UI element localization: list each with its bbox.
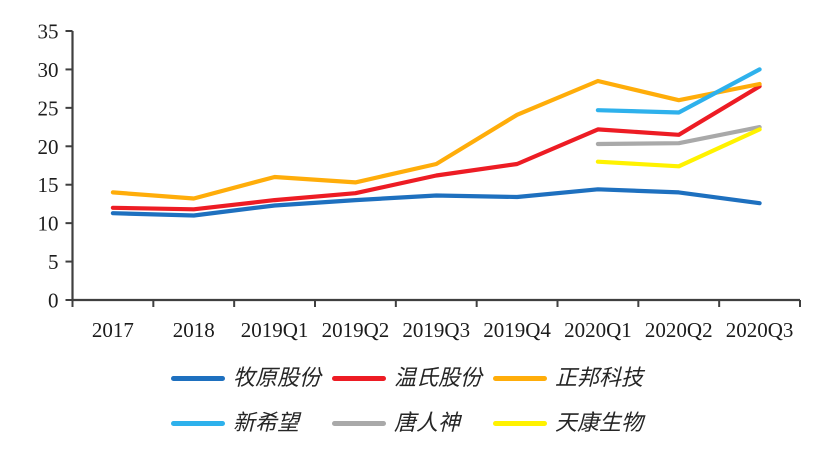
y-tick-label: 10	[38, 212, 59, 236]
x-tick-label: 2020Q2	[645, 318, 713, 342]
legend-label: 温氏股份	[394, 365, 483, 390]
legend-line-swatch	[493, 375, 547, 381]
legend-row-1: 牧原股份 温氏股份 正邦科技	[0, 364, 825, 392]
x-tick-label: 2019Q2	[322, 318, 390, 342]
legend-label: 新希望	[233, 410, 300, 435]
legend-item: 温氏股份	[332, 364, 493, 392]
series-line	[595, 125, 762, 147]
series-line	[110, 84, 762, 212]
legend-row-2: 新希望 唐人神 天康生物	[0, 409, 825, 437]
legend-item: 唐人神	[332, 409, 493, 437]
line-chart: 0 5 10 15 20 25 30 35 2017 2018 2019Q1 2019Q2 2019Q3…	[38, 20, 801, 342]
y-tick-label: 5	[48, 250, 59, 274]
chart-legend: 牧原股份 温氏股份 正邦科技 新希望 唐人神 天康生物	[0, 350, 825, 437]
y-tick-label: 30	[38, 58, 59, 82]
y-tick-label: 35	[38, 20, 59, 44]
legend-label: 正邦科技	[555, 365, 644, 390]
series-line	[110, 187, 762, 218]
legend-line-swatch	[171, 420, 225, 426]
legend-item: 正邦科技	[493, 364, 654, 392]
series-line	[595, 67, 762, 115]
x-tick-label: 2019Q1	[241, 318, 309, 342]
legend-item: 新希望	[171, 409, 332, 437]
legend-label: 天康生物	[555, 410, 644, 435]
series-line	[595, 127, 762, 169]
legend-label: 唐人神	[394, 410, 461, 435]
legend-label: 牧原股份	[233, 365, 322, 390]
series-line	[110, 78, 762, 201]
legend-line-swatch	[493, 420, 547, 426]
legend-line-swatch	[332, 375, 386, 381]
y-tick-label: 0	[48, 289, 59, 313]
y-tick-label: 25	[38, 96, 59, 120]
x-tick-label: 2020Q3	[726, 318, 794, 342]
x-tick-label: 2018	[173, 318, 215, 342]
legend-item: 牧原股份	[171, 364, 332, 392]
x-tick-label: 2019Q3	[402, 318, 470, 342]
x-tick-label: 2017	[92, 318, 134, 342]
y-tick-label: 15	[38, 173, 59, 197]
x-tick-label: 2020Q1	[564, 318, 632, 342]
legend-line-swatch	[332, 420, 386, 426]
x-tick-label: 2019Q4	[483, 318, 551, 342]
legend-item: 天康生物	[493, 409, 654, 437]
legend-line-swatch	[171, 375, 225, 381]
y-tick-label: 20	[38, 135, 59, 159]
